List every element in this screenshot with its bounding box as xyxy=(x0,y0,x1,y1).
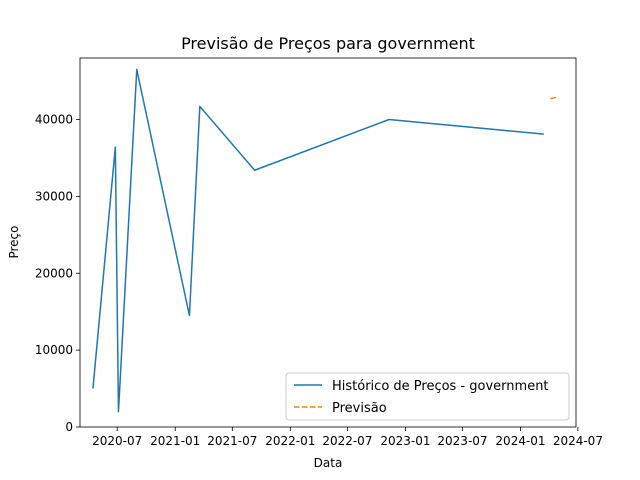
series-line-1 xyxy=(550,96,557,100)
x-tick-label: 2020-07 xyxy=(92,434,142,448)
y-tick-label: 0 xyxy=(65,420,73,434)
x-tick-label: 2021-07 xyxy=(207,434,257,448)
y-tick-label: 30000 xyxy=(35,189,73,203)
legend-label-previsao: Previsão xyxy=(332,401,387,416)
series-lines xyxy=(92,68,557,413)
x-tick-label: 2023-07 xyxy=(437,434,487,448)
chart-title: Previsão de Preços para government xyxy=(181,34,475,53)
y-tick-label: 40000 xyxy=(35,113,73,127)
legend: Histórico de Preços - government Previsã… xyxy=(285,372,570,421)
x-tick-label: 2023-01 xyxy=(380,434,430,448)
y-tick-label: 10000 xyxy=(35,343,73,357)
x-tick-label: 2024-01 xyxy=(495,434,545,448)
y-axis-ticks: 0 10000 20000 30000 40000 xyxy=(35,113,80,434)
series-line-0 xyxy=(92,68,544,413)
plot-area xyxy=(80,58,576,427)
y-axis-label: Preço xyxy=(7,225,21,258)
x-tick-label: 2022-01 xyxy=(265,434,315,448)
x-tick-label: 2021-01 xyxy=(150,434,200,448)
plot-frame xyxy=(79,57,577,428)
legend-label-historico: Histórico de Preços - government xyxy=(332,379,549,394)
y-tick-label: 20000 xyxy=(35,266,73,280)
legend-box xyxy=(285,372,570,421)
x-axis-ticks: 2020-07 2021-01 2021-07 2022-01 2022-07 2023-… xyxy=(92,427,603,448)
x-axis-label: Data xyxy=(314,456,343,470)
x-tick-label: 2024-07 xyxy=(553,434,603,448)
x-tick-label: 2022-07 xyxy=(322,434,372,448)
